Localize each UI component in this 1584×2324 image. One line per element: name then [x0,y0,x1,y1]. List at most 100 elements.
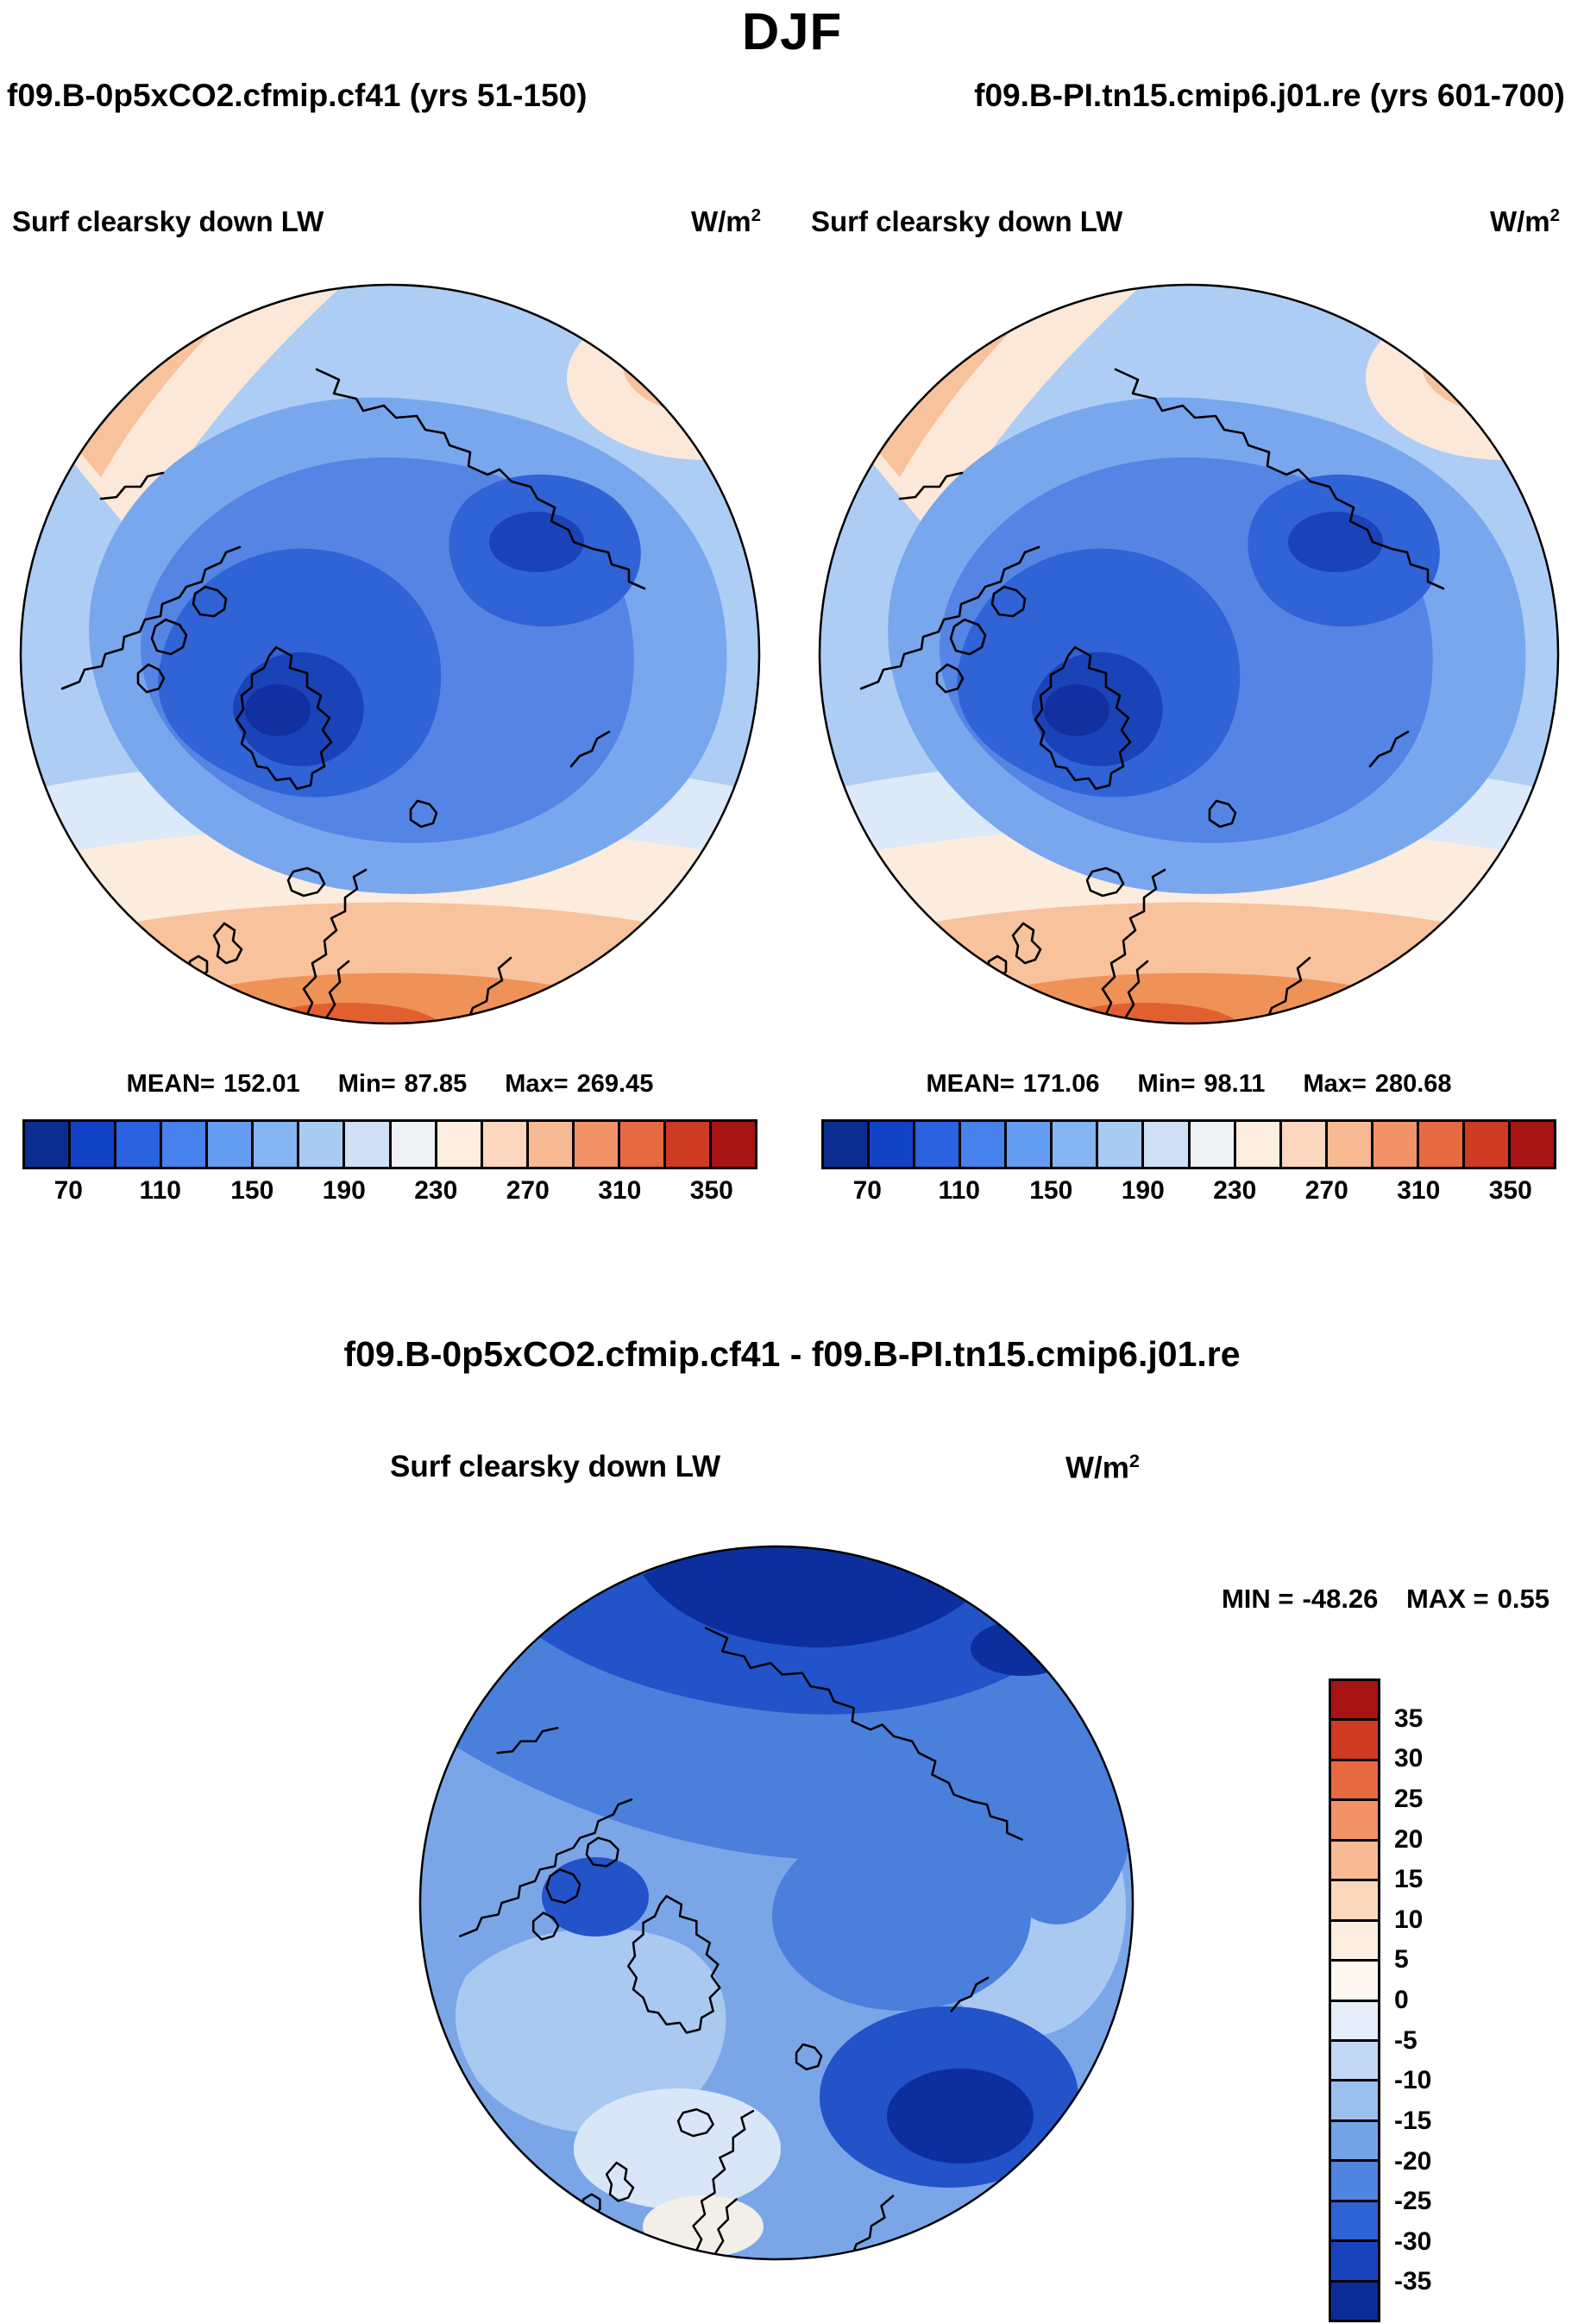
min-value: 87.85 [404,1070,468,1098]
colorbar-cell [711,1122,755,1167]
colorbar-cell [1331,1881,1378,1922]
units-base: W/m [1065,1451,1129,1485]
min-label: Min= [1137,1070,1196,1098]
figure-title: DJF [741,3,843,60]
colorbar-cell [1327,1122,1373,1167]
colorbar-cell [345,1122,392,1167]
colorbar-cell [915,1122,962,1167]
subtitle-run-left: f09.B-0p5xCO2.cfmip.cf41 (yrs 51-150) [7,78,588,113]
difference-title: f09.B-0p5xCO2.cfmip.cf41 - f09.B-PI.tn15… [343,1334,1241,1374]
polar-map-left-svg [19,283,761,1025]
map-boundary-circle [418,1545,1135,2261]
colorbar-tick-label: -10 [1394,2066,1432,2095]
colorbar-cell [25,1122,72,1167]
units-base: W/m [1489,205,1550,237]
max-label: Max= [505,1070,569,1098]
colorbar-tick-label: -30 [1394,2226,1432,2256]
colorbar-cell [665,1122,712,1167]
colorbar-cell [1331,2242,1378,2283]
map-panels-row: Surf clearsky down LW W/m2 MEAN= 152.01 M… [10,205,1568,1216]
colorbar-tick-label: 70 [53,1176,83,1205]
colorbar-cell [1331,1921,1378,1962]
colorbar-tick-label: 230 [1213,1176,1257,1205]
colorbar-tick-label: 20 [1394,1824,1424,1854]
colorbar-tick-label: 270 [1304,1176,1348,1205]
difference-panel: f09.B-0p5xCO2.cfmip.cf41 - f09.B-PI.tn15… [0,1320,1584,2324]
mean-label: MEAN= [126,1070,215,1098]
colorbar-cell [1053,1122,1099,1167]
colorbar-tick-label: 190 [322,1176,366,1205]
colorbar-cell [1464,1122,1511,1167]
colorbar-cell [1331,1962,1378,2002]
polar-map-right [818,283,1560,1025]
colorbar-tick-label: -25 [1394,2187,1432,2216]
colorbar-tick-label: 310 [598,1176,642,1205]
colorbar-ticks: 70 110 150 190 230 270 310 350 [821,1176,1556,1216]
colorbar-cell [1331,2121,1378,2163]
panel-right-header: Surf clearsky down LW W/m2 [809,205,1568,243]
colorbar-cell [619,1122,666,1167]
polar-map-left [19,283,761,1025]
colorbar-cell [1331,2282,1378,2320]
colorbar-tick-label: 190 [1121,1176,1165,1205]
colorbar-tick-label: 25 [1394,1784,1424,1813]
min-label: Min= [337,1070,396,1098]
colorbar-cell [1331,2041,1378,2082]
colorbar-cell [1235,1122,1282,1167]
panel-left: Surf clearsky down LW W/m2 MEAN= 152.01 M… [10,205,770,1216]
colorbar-cell [1331,1760,1378,1802]
colorbar-tick-label: -35 [1394,2267,1432,2296]
colorbar-cell [574,1122,620,1167]
colorbar-cell [1144,1122,1191,1167]
colorbar-cell [1373,1122,1419,1167]
colorbar-cell [870,1122,916,1167]
max-label: Max= [1303,1070,1367,1098]
units-label: W/m2 [1065,1450,1140,1486]
mean-label: MEAN= [926,1070,1015,1098]
max-value: 280.68 [1374,1070,1452,1098]
colorbar-right: 70 110 150 190 230 270 310 350 [821,1119,1556,1216]
colorbar-cell [1331,2082,1378,2122]
colorbar-cell [1190,1122,1236,1167]
colorbar-cell [1331,1681,1378,1722]
colorbar-cell [1331,1841,1378,1882]
colorbar-tick-label: 30 [1394,1744,1424,1773]
colorbar-tick-label: 270 [506,1176,550,1205]
map-boundary-circle [818,283,1560,1025]
colorbar-tick-label: 10 [1394,1905,1424,1934]
colorbar-cell [528,1122,575,1167]
colorbar-tick-label: 70 [852,1176,882,1205]
units-label: W/m2 [1490,205,1560,238]
colorbar-cell [1281,1122,1328,1167]
colorbar-tick-label: 110 [938,1176,980,1205]
max-label: MAX = [1406,1584,1489,1614]
colorbar-cell [1098,1122,1145,1167]
map-boundary-circle [19,283,761,1025]
max-value: 269.45 [576,1070,654,1098]
colorbar-cell [961,1122,1008,1167]
polar-map-right-svg [818,283,1560,1025]
colorbar-cell [1331,2201,1378,2243]
panel-right: Surf clearsky down LW W/m2 MEAN= 171.06 M… [809,205,1568,1216]
colorbar-cell [1331,2001,1378,2042]
colorbar-cell [254,1122,300,1167]
min-value: -48.26 [1302,1584,1379,1614]
colorbar-tick-label: 35 [1394,1704,1424,1733]
run-subtitles: f09.B-0p5xCO2.cfmip.cf41 (yrs 51-150) f0… [7,78,1565,114]
stats-left: MEAN= 152.01 Min= 87.85 Max= 269.45 [10,1070,770,1099]
colorbar-tick-label: 350 [689,1176,733,1205]
colorbar-tick-label: 230 [414,1176,458,1205]
colorbar-tick-label: 15 [1394,1865,1424,1894]
units-exponent: 2 [751,205,761,225]
colorbar-tick-label: 310 [1397,1176,1441,1205]
colorbar-cell [391,1122,437,1167]
colorbar-cell [1418,1122,1465,1167]
units-label: W/m2 [691,205,761,238]
colorbar-difference: 35 30 25 20 15 10 5 0 -5 -10 -15 -20 -25 -30 -35 [1329,1678,1431,2322]
colorbar-tick-label: 0 [1394,1986,1409,2014]
colorbar-cell [1331,2162,1378,2202]
diff-minmax-stats: MIN = -48.26 MAX = 0.55 [1222,1584,1570,1615]
variable-title: Surf clearsky down LW [390,1450,721,1483]
colorbar-cell [116,1122,163,1167]
